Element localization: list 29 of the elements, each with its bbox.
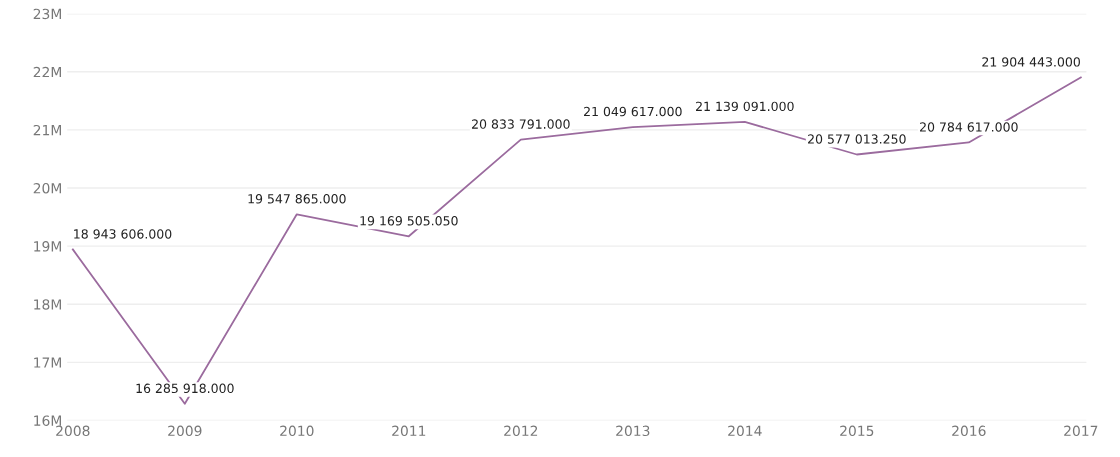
data-label: 20 784 617.000 <box>920 122 1018 132</box>
x-tick-label: 2011 <box>392 425 426 437</box>
x-tick-label: 2008 <box>56 425 90 437</box>
x-tick-label: 2016 <box>952 425 986 437</box>
y-tick-label: 23M <box>33 8 61 20</box>
y-tick-label: 17M <box>34 357 61 368</box>
data-label: 19 169 505.050 <box>360 216 458 226</box>
y-tick-label: 16M <box>34 415 61 426</box>
data-label: 18 943 606.000 <box>74 229 172 239</box>
y-tick-label: 22M <box>33 66 61 78</box>
line-series <box>71 76 1082 405</box>
data-label: 21 139 091.000 <box>696 101 794 112</box>
y-tick-label: 19M <box>34 241 61 252</box>
data-label: 16 285 918.000 <box>136 383 234 394</box>
x-tick-label: 2012 <box>504 425 538 437</box>
data-label: 21 904 443.000 <box>982 57 1080 67</box>
y-tick-label: 21M <box>33 124 61 136</box>
x-tick-label: 2009 <box>168 425 202 437</box>
x-tick-label: 2014 <box>728 425 762 437</box>
data-label: 19 547 865.000 <box>248 194 346 204</box>
data-label: 21 049 617.000 <box>584 106 682 117</box>
x-tick-label: 2010 <box>280 425 314 437</box>
data-label: 20 577 013.250 <box>808 134 906 144</box>
y-tick-label: 18M <box>34 299 61 310</box>
x-tick-label: 2015 <box>840 425 874 437</box>
x-tick-label: 2013 <box>616 425 650 437</box>
x-tick-label: 2017 <box>1064 425 1098 437</box>
y-tick-label: 20M <box>33 182 61 194</box>
data-label: 20 833 791.000 <box>472 119 570 129</box>
